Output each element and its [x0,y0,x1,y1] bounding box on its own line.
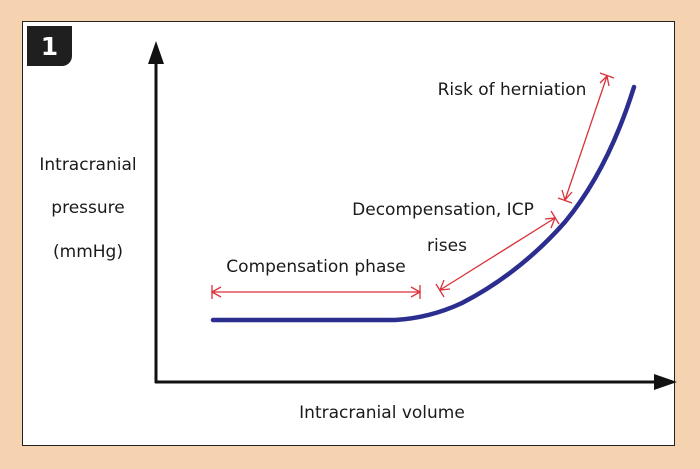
y-axis-label-line-2: pressure [51,198,124,218]
y-axis-arrowhead [148,41,164,64]
herniation-label: Risk of herniation [438,80,587,100]
x-axis-label: Intracranial volume [299,403,465,423]
figure-number-badge: 1 [27,26,72,66]
decompensation-arrow [435,210,560,298]
decompensation-label-line-1: Decompensation, ICP [352,200,534,220]
compensation-phase-label: Compensation phase [226,257,405,277]
x-axis-arrowhead [654,374,677,390]
y-axis-label-line-3: (mmHg) [53,242,123,262]
figure-frame [22,21,675,446]
herniation-arrow [557,72,615,204]
decompensation-label-line-2: rises [427,236,467,256]
compensation-phase-arrow [210,285,422,299]
y-axis-label-line-1: Intracranial [39,155,136,175]
pressure-volume-curve [210,84,637,323]
